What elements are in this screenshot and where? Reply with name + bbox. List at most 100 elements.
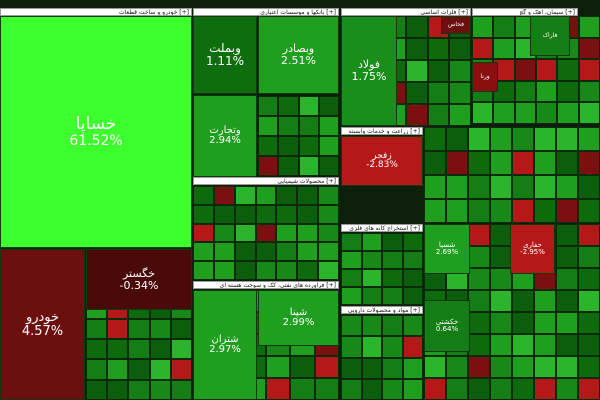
- minor-symbol-tile[interactable]: [512, 334, 534, 356]
- symbol-tile[interactable]: فولاد 1.75%: [341, 16, 397, 126]
- minor-symbol-tile[interactable]: [361, 251, 382, 269]
- minor-symbol-tile[interactable]: [449, 104, 471, 126]
- minor-symbol-tile[interactable]: [341, 287, 362, 305]
- minor-symbol-tile[interactable]: [213, 186, 235, 205]
- minor-symbol-tile[interactable]: [86, 359, 108, 380]
- minor-symbol-tile[interactable]: [427, 82, 450, 104]
- minor-symbol-tile[interactable]: [424, 175, 446, 199]
- minor-symbol-tile[interactable]: [534, 334, 556, 356]
- minor-symbol-tile[interactable]: [193, 186, 214, 205]
- minor-symbol-tile[interactable]: [490, 312, 512, 334]
- sector-header[interactable]: خودرو و ساخت قطعات [+]: [0, 8, 192, 16]
- minor-symbol-tile[interactable]: [556, 334, 578, 356]
- minor-symbol-tile[interactable]: [534, 175, 556, 199]
- minor-symbol-tile[interactable]: [297, 204, 319, 224]
- minor-symbol-tile[interactable]: [534, 312, 556, 334]
- minor-symbol-tile[interactable]: [490, 378, 512, 400]
- minor-symbol-tile[interactable]: [128, 339, 150, 360]
- minor-symbol-tile[interactable]: [512, 199, 534, 223]
- minor-symbol-tile[interactable]: [290, 356, 315, 378]
- minor-symbol-tile[interactable]: [318, 156, 339, 176]
- symbol-tile[interactable]: زفجر -2.83%: [341, 136, 423, 186]
- minor-symbol-tile[interactable]: [213, 223, 235, 243]
- minor-symbol-tile[interactable]: [86, 379, 108, 400]
- sector-header[interactable]: فراورده های نفتی، کک و سوخت هسته ای [+]: [193, 281, 339, 289]
- minor-symbol-tile[interactable]: [578, 268, 600, 290]
- symbol-tile[interactable]: وبملت 1.11%: [193, 16, 257, 94]
- minor-symbol-tile[interactable]: [536, 59, 558, 81]
- symbol-tile[interactable]: خگستر -0.34%: [86, 249, 192, 310]
- minor-symbol-tile[interactable]: [318, 242, 339, 262]
- minor-symbol-tile[interactable]: [578, 151, 600, 175]
- minor-symbol-tile[interactable]: [406, 38, 428, 60]
- minor-symbol-tile[interactable]: [514, 80, 536, 103]
- minor-symbol-tile[interactable]: [234, 204, 256, 224]
- minor-symbol-tile[interactable]: [578, 16, 600, 38]
- minor-symbol-tile[interactable]: [193, 261, 214, 280]
- minor-symbol-tile[interactable]: [512, 312, 534, 334]
- symbol-tile[interactable]: ورنا: [472, 62, 498, 92]
- sector-header[interactable]: استخراج کانه های فلزی [+]: [341, 224, 423, 232]
- minor-symbol-tile[interactable]: [278, 136, 299, 156]
- minor-symbol-tile[interactable]: [512, 356, 534, 378]
- minor-symbol-tile[interactable]: [493, 102, 515, 124]
- minor-symbol-tile[interactable]: [449, 38, 471, 60]
- minor-symbol-tile[interactable]: [234, 242, 256, 262]
- minor-symbol-tile[interactable]: [424, 151, 446, 175]
- minor-symbol-tile[interactable]: [468, 334, 490, 356]
- minor-symbol-tile[interactable]: [556, 356, 578, 378]
- minor-symbol-tile[interactable]: [578, 102, 600, 124]
- minor-symbol-tile[interactable]: [255, 204, 277, 224]
- minor-symbol-tile[interactable]: [578, 290, 600, 312]
- minor-symbol-tile[interactable]: [341, 315, 362, 337]
- symbol-tile[interactable]: شسپا 2.69%: [424, 224, 470, 274]
- minor-symbol-tile[interactable]: [297, 242, 319, 262]
- minor-symbol-tile[interactable]: [341, 269, 362, 287]
- minor-symbol-tile[interactable]: [468, 290, 490, 312]
- minor-symbol-tile[interactable]: [258, 136, 279, 156]
- minor-symbol-tile[interactable]: [556, 175, 578, 199]
- minor-symbol-tile[interactable]: [514, 102, 536, 124]
- minor-symbol-tile[interactable]: [318, 96, 339, 116]
- minor-symbol-tile[interactable]: [406, 60, 428, 82]
- minor-symbol-tile[interactable]: [128, 359, 150, 380]
- minor-symbol-tile[interactable]: [578, 312, 600, 334]
- minor-symbol-tile[interactable]: [427, 38, 450, 60]
- minor-symbol-tile[interactable]: [578, 175, 600, 199]
- minor-symbol-tile[interactable]: [468, 268, 490, 290]
- symbol-tile[interactable]: حفاری -2.95%: [510, 224, 555, 274]
- minor-symbol-tile[interactable]: [556, 127, 578, 151]
- minor-symbol-tile[interactable]: [318, 116, 339, 136]
- minor-symbol-tile[interactable]: [472, 102, 494, 124]
- minor-symbol-tile[interactable]: [512, 290, 534, 312]
- minor-symbol-tile[interactable]: [578, 378, 600, 400]
- minor-symbol-tile[interactable]: [361, 233, 382, 251]
- minor-symbol-tile[interactable]: [361, 378, 382, 400]
- minor-symbol-tile[interactable]: [128, 379, 150, 400]
- minor-symbol-tile[interactable]: [557, 80, 579, 103]
- minor-symbol-tile[interactable]: [402, 251, 423, 269]
- minor-symbol-tile[interactable]: [536, 102, 558, 124]
- minor-symbol-tile[interactable]: [276, 223, 298, 243]
- minor-symbol-tile[interactable]: [318, 186, 339, 205]
- minor-symbol-tile[interactable]: [449, 60, 471, 82]
- minor-symbol-tile[interactable]: [556, 378, 578, 400]
- minor-symbol-tile[interactable]: [468, 246, 490, 268]
- minor-symbol-tile[interactable]: [468, 378, 490, 400]
- minor-symbol-tile[interactable]: [297, 186, 319, 205]
- minor-symbol-tile[interactable]: [276, 186, 298, 205]
- minor-symbol-tile[interactable]: [468, 199, 490, 223]
- minor-symbol-tile[interactable]: [298, 96, 319, 116]
- minor-symbol-tile[interactable]: [534, 290, 556, 312]
- sector-header[interactable]: مواد و محصولات دارویی [+]: [341, 306, 423, 314]
- minor-symbol-tile[interactable]: [107, 359, 129, 380]
- minor-symbol-tile[interactable]: [341, 233, 362, 251]
- minor-symbol-tile[interactable]: [382, 251, 403, 269]
- minor-symbol-tile[interactable]: [402, 378, 423, 400]
- minor-symbol-tile[interactable]: [406, 104, 428, 126]
- minor-symbol-tile[interactable]: [446, 151, 468, 175]
- symbol-tile[interactable]: فاراک: [530, 16, 570, 56]
- minor-symbol-tile[interactable]: [193, 204, 214, 224]
- minor-symbol-tile[interactable]: [170, 318, 192, 340]
- minor-symbol-tile[interactable]: [86, 318, 108, 340]
